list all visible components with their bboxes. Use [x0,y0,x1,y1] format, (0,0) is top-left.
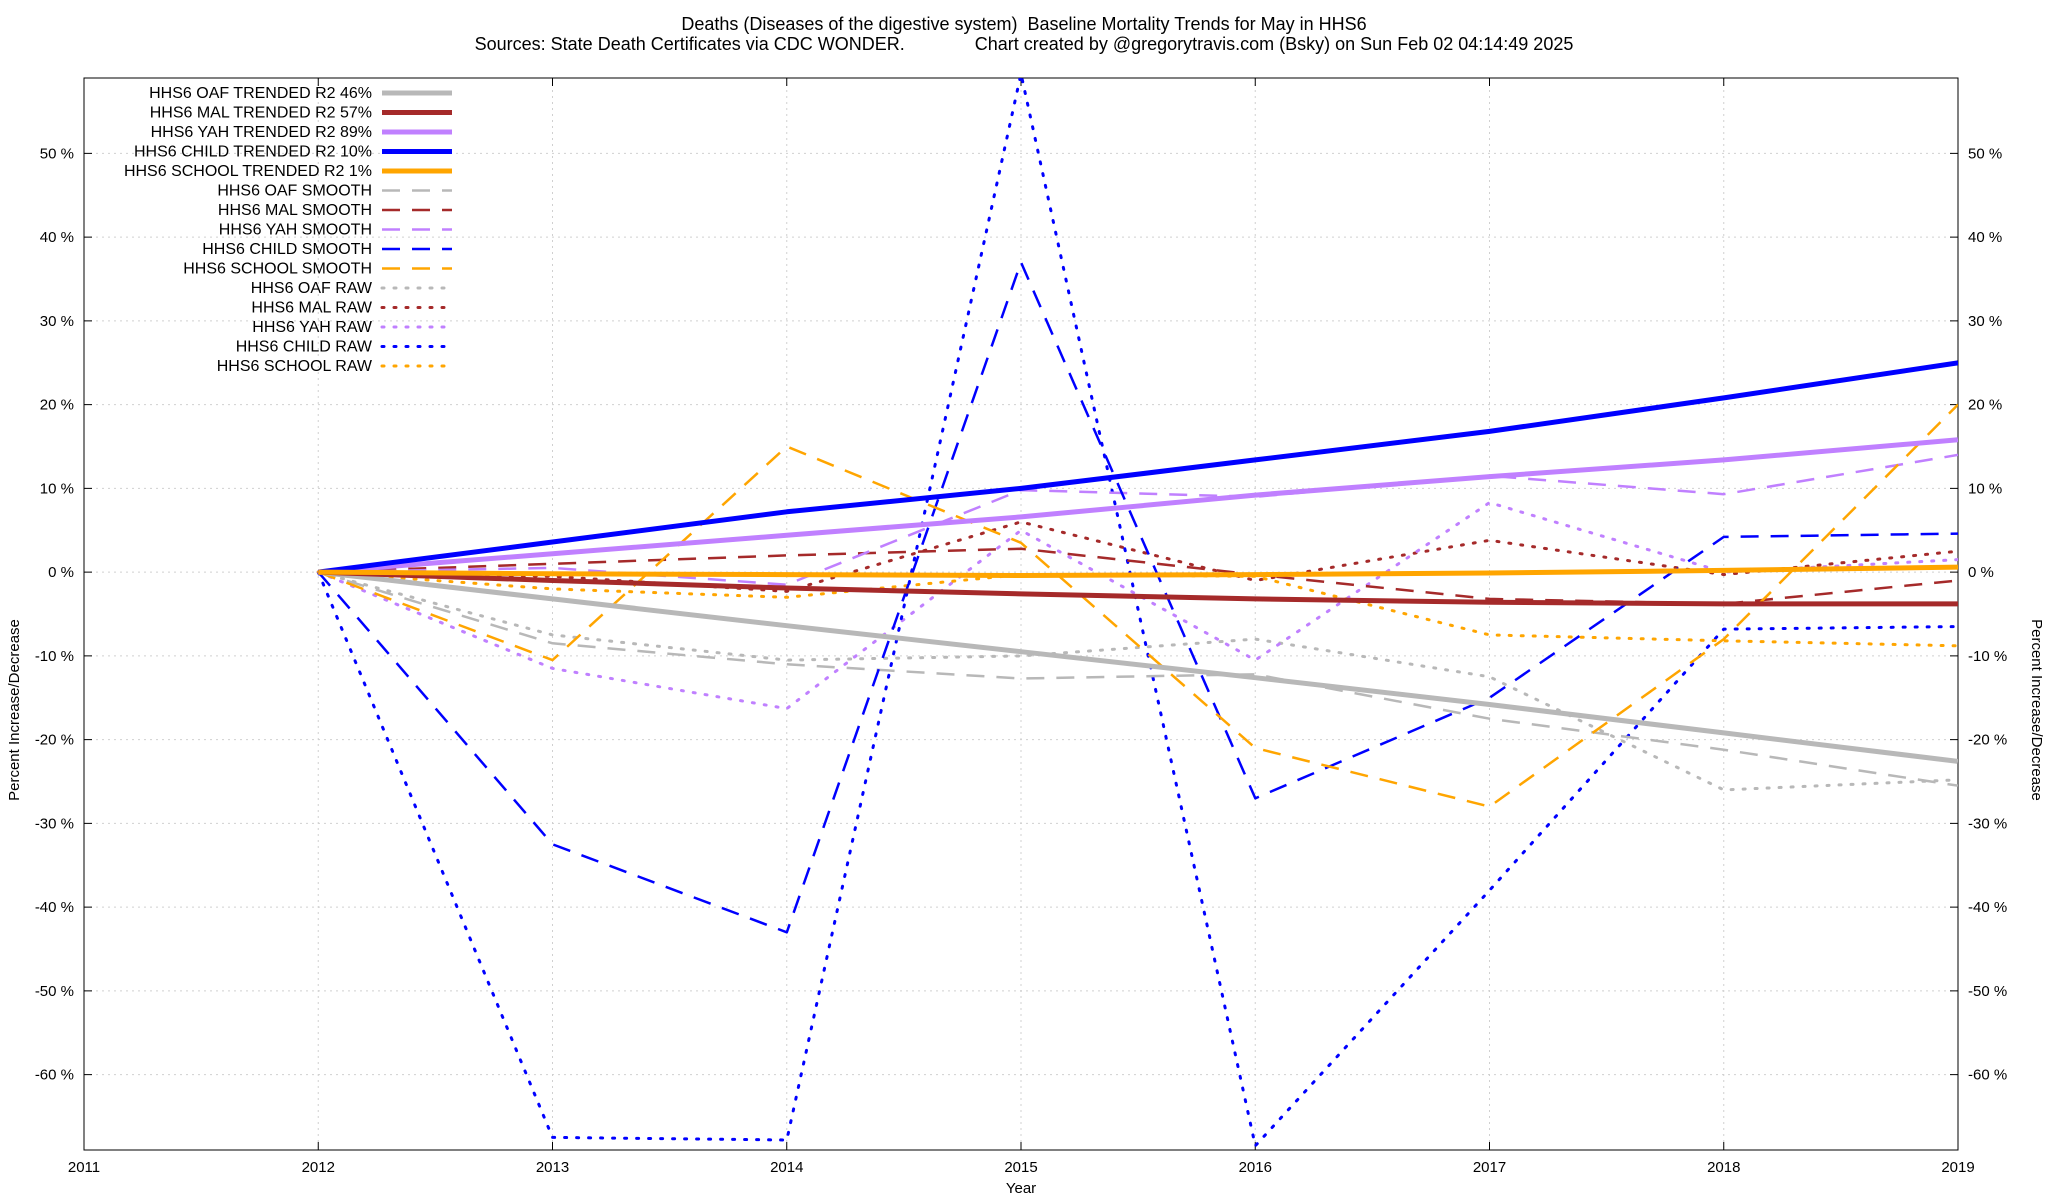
x-tick-label: 2013 [536,1159,569,1176]
series-line-hhs6-child-raw [316,78,1958,1148]
y-tick-label: 50 % [40,145,74,162]
y-tick-label: 40 % [40,229,74,246]
series-line-hhs6-child-trended-r2-10 [317,360,1958,575]
series-line-hhs6-mal-trended-r2-57 [318,569,1958,607]
legend-entry-label: HHS6 OAF RAW [251,280,373,297]
legend-entry-label: HHS6 MAL TRENDED R2 57% [150,105,372,122]
y2-tick-label: -20 % [1968,732,2007,749]
x-axis-label: Year [1006,1180,1036,1197]
y-axis-label: Percent Increase/Decrease [6,619,23,801]
y2-tick-label: -30 % [1968,815,2007,832]
y2-tick-label: 40 % [1968,229,2002,246]
series-line-hhs6-school-trended-r2-1 [318,564,1958,578]
legend-entry-label: HHS6 MAL RAW [251,300,373,317]
y2-axis-label: Percent Increase/Decrease [2028,619,2045,801]
y-tick-label: -30 % [35,815,74,832]
y-tick-label: 20 % [40,397,74,414]
series-line-hhs6-mal-smooth [318,547,1958,606]
legend-entry-label: HHS6 YAH TRENDED R2 89% [151,124,372,141]
chart-subtitle: Sources: State Death Certificates via CD… [474,34,1574,54]
x-tick-label: 2011 [68,1159,100,1176]
y-tick-label: -60 % [35,1067,74,1084]
series-line-hhs6-yah-raw [316,501,1958,711]
legend-entry-label: HHS6 CHILD TRENDED R2 10% [134,144,372,161]
x-tick-label: 2012 [302,1159,335,1176]
legend-entry-label: HHS6 CHILD RAW [236,339,373,356]
x-tick-label: 2016 [1239,1159,1272,1176]
y2-tick-label: 30 % [1968,313,2002,330]
legend-entry-label: HHS6 SCHOOL SMOOTH [183,261,372,278]
legend-entry-label: HHS6 SCHOOL TRENDED R2 1% [124,163,372,180]
legend-entry-label: HHS6 OAF TRENDED R2 46% [149,85,372,102]
y2-tick-label: -40 % [1968,899,2007,916]
legend-entry-label: HHS6 YAH SMOOTH [219,222,372,239]
x-tick-label: 2019 [1941,1159,1974,1176]
y-tick-label: 30 % [40,313,74,330]
y2-tick-label: -60 % [1968,1067,2007,1084]
y-tick-label: 0 % [48,564,74,581]
y2-tick-label: 20 % [1968,397,2002,414]
y-tick-label: -10 % [35,648,74,665]
y2-tick-label: 50 % [1968,145,2002,162]
chart-title: Deaths (Diseases of the digestive system… [681,14,1367,34]
x-tick-label: 2015 [1004,1159,1037,1176]
series-line-hhs6-child-smooth [317,261,1958,934]
series-line-hhs6-yah-trended-r2-89 [318,437,1958,575]
y2-tick-label: 10 % [1968,480,2002,497]
legend-entry-label: HHS6 SCHOOL RAW [217,358,373,375]
grid-lines [83,78,1959,1150]
legend-entry-label: HHS6 MAL SMOOTH [218,202,372,219]
y-tick-label: -50 % [35,983,74,1000]
x-tick-label: 2018 [1707,1159,1740,1176]
y2-tick-label: -10 % [1968,648,2007,665]
y2-tick-label: -50 % [1968,983,2007,1000]
axes: 2011 2012 2013 2014 2015 2016 2017 2018 2019 50 %… [35,77,2007,1176]
series-line-hhs6-oaf-raw [316,570,1958,792]
series-lines [316,78,1958,1148]
y-tick-label: 10 % [40,480,74,497]
x-tick-label: 2017 [1473,1159,1506,1176]
y-tick-label: -40 % [35,899,74,916]
x-tick-label: 2014 [770,1159,803,1176]
series-line-hhs6-oaf-trended-r2-46 [318,569,1958,764]
legend-entry-label: HHS6 OAF SMOOTH [217,183,372,200]
series-line-hhs6-oaf-smooth [317,570,1958,787]
series-line-hhs6-school-smooth [317,403,1958,808]
legend-entry-label: HHS6 CHILD SMOOTH [202,241,372,258]
legend-entry-label: HHS6 YAH RAW [252,319,373,336]
series-line-hhs6-yah-smooth [318,453,1958,586]
y2-tick-label: 0 % [1968,564,1994,581]
legend: HHS6 OAF TRENDED R2 46% HHS6 MAL TRENDED … [124,85,454,375]
y-tick-label: -20 % [35,732,74,749]
